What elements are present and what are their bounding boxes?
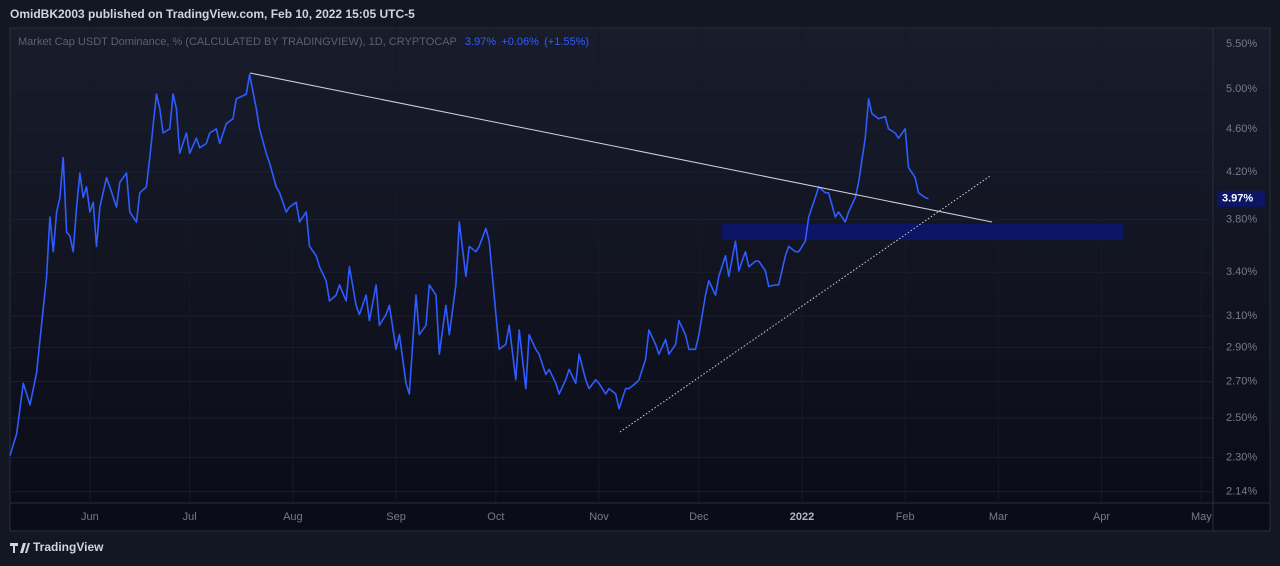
logo: TradingView	[10, 540, 104, 554]
x-tick-label: Nov	[589, 511, 609, 523]
legend-change: +0.06%	[501, 36, 539, 48]
x-tick-label: Dec	[689, 511, 709, 523]
x-tick-label: Jul	[183, 511, 197, 523]
x-tick-label: Sep	[386, 511, 406, 523]
x-tick-label: Oct	[487, 511, 504, 523]
last-price-box	[1217, 190, 1265, 207]
y-tick-label: 2.14%	[1226, 486, 1257, 498]
y-tick-label: 4.20%	[1226, 166, 1257, 178]
logo-icon	[10, 543, 30, 553]
support-trendline	[619, 175, 991, 433]
price-line	[9, 73, 929, 456]
legend-name: Market Cap USDT Dominance, % (CALCULATED…	[18, 36, 457, 48]
resistance-trendline	[249, 72, 993, 223]
y-tick-label: 3.10%	[1226, 310, 1257, 322]
x-tick-label: Feb	[896, 511, 915, 523]
x-tick-label: 2022	[790, 511, 814, 523]
y-tick-label: 2.90%	[1226, 342, 1257, 354]
grid	[10, 28, 1213, 503]
x-tick-label: Aug	[283, 511, 303, 523]
support-zone	[722, 224, 1123, 240]
last-price-label: 3.97%	[1222, 193, 1253, 205]
footer: TradingView	[33, 540, 104, 554]
plot	[9, 73, 929, 456]
y-tick-label: 2.30%	[1226, 451, 1257, 463]
legend-change-pct: (+1.55%)	[544, 36, 589, 48]
x-tick-label: Jun	[81, 511, 99, 523]
chart-frame	[9, 27, 1271, 532]
x-tick-label: Apr	[1093, 511, 1110, 523]
y-tick-label: 4.60%	[1226, 123, 1257, 135]
y-tick-label: 3.40%	[1226, 266, 1257, 278]
x-tick-label: Mar	[989, 511, 1008, 523]
axes: 2.14% 2.30% 2.50% 2.70% 2.90% 3.10% 3.40% 3.80%…	[81, 38, 1265, 523]
y-tick-label: 2.70%	[1226, 375, 1257, 387]
y-tick-label: 3.80%	[1226, 213, 1257, 225]
y-tick-label: 5.50%	[1226, 38, 1257, 50]
y-tick-label: 5.00%	[1226, 83, 1257, 95]
x-tick-label: May	[1191, 511, 1212, 523]
header: OmidBK2003 published on TradingView.com,…	[10, 7, 415, 21]
legend-last: 3.97%	[465, 36, 496, 48]
y-tick-label: 2.50%	[1226, 412, 1257, 424]
